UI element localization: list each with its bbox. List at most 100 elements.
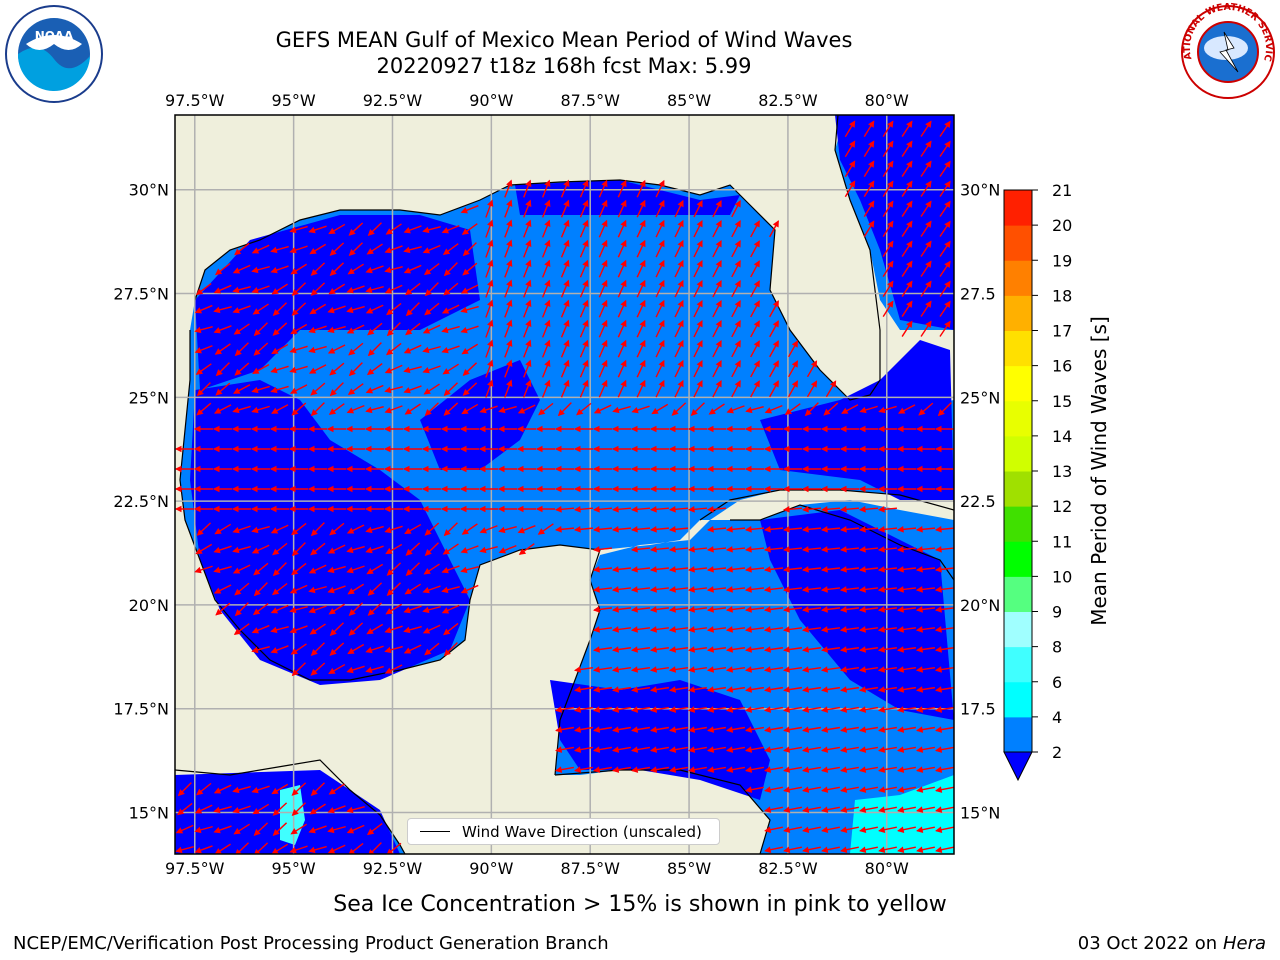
wave-arrow-head <box>620 179 627 188</box>
wave-arrow-head <box>669 766 677 773</box>
credit-line: NCEP/EMC/Verification Post Processing Pr… <box>13 933 609 954</box>
wave-arrow-head <box>715 259 722 268</box>
wave-arrow-head <box>935 686 943 693</box>
wave-arrow-head <box>328 288 336 295</box>
wave-arrow-head <box>906 240 913 248</box>
wave-arrow-head <box>859 406 867 414</box>
wave-arrow-head <box>763 586 771 593</box>
wave-arrow-head <box>649 485 657 493</box>
wave-arrow-head <box>327 807 335 814</box>
wave-arrow-head <box>364 445 372 453</box>
wave-arrow-head <box>271 787 279 795</box>
colorbar-tick-label: 10 <box>1052 567 1072 586</box>
wave-arrow-head <box>639 179 646 188</box>
wave-arrow-head <box>290 327 298 335</box>
wave-arrow-head <box>668 566 676 573</box>
wave-arrow-head <box>367 328 375 336</box>
wave-arrow-head <box>368 849 375 854</box>
wave-arrow-head <box>251 786 259 794</box>
wave-arrow-head <box>563 279 570 288</box>
wave-arrow-head <box>506 279 513 287</box>
wave-arrow-head <box>715 339 722 348</box>
wave-arrow-head <box>744 465 752 473</box>
wave-arrow-head <box>563 259 570 268</box>
wave-arrow-head <box>688 726 696 733</box>
wave-arrow-head <box>820 606 828 613</box>
wave-arrow-head <box>791 380 798 388</box>
wave-arrow-head <box>250 425 258 433</box>
wave-arrow-head <box>573 445 581 453</box>
wave-arrow-head <box>715 319 722 328</box>
colorbar-segment <box>1004 400 1032 437</box>
wave-arrow-head <box>878 846 886 853</box>
wave-arrow-head <box>934 626 942 633</box>
wave-arrow-head <box>696 339 703 348</box>
wave-arrow-head <box>252 367 260 374</box>
wave-arrow-head <box>706 606 714 613</box>
wave-arrow-head <box>270 647 278 654</box>
wave-arrow-head <box>270 386 278 394</box>
wave-arrow-head <box>478 485 486 493</box>
wave-arrow-head <box>658 239 665 248</box>
wave-arrow-head <box>442 548 450 555</box>
wave-arrow-head <box>554 526 562 533</box>
wave-arrow-head <box>745 746 753 753</box>
wave-arrow-head <box>213 566 221 574</box>
wave-arrow-head <box>734 320 741 328</box>
wave-arrow-head <box>251 406 259 414</box>
wave-arrow-head <box>706 506 714 513</box>
wave-arrow-head <box>213 327 221 334</box>
wave-arrow-head <box>364 465 372 473</box>
wave-arrow-head <box>782 646 790 653</box>
wave-arrow-head <box>916 726 924 733</box>
wave-arrow-head <box>934 485 942 493</box>
wave-arrow-head <box>555 706 563 713</box>
wave-arrow-head <box>848 120 856 128</box>
wave-arrow-head <box>658 299 665 308</box>
wave-arrow-head <box>839 485 847 493</box>
wave-arrow-head <box>706 526 714 533</box>
wave-arrow-head <box>897 686 905 693</box>
wave-arrow-head <box>384 367 393 374</box>
wave-arrow-head <box>925 120 932 128</box>
wave-arrow-head <box>839 646 847 653</box>
wave-arrow-head <box>563 199 570 208</box>
wave-arrow-head <box>422 606 430 614</box>
wave-arrow-head <box>555 746 563 753</box>
wave-arrow-head <box>810 380 818 388</box>
wave-arrow-head <box>868 220 875 228</box>
wave-arrow-head <box>734 240 741 248</box>
host-name: Hera <box>1222 933 1266 954</box>
wave-arrow-head <box>525 379 532 387</box>
wave-arrow-head <box>582 239 589 248</box>
wave-arrow-head <box>687 566 695 573</box>
wave-arrow-head <box>734 260 741 268</box>
wave-arrow-head <box>944 140 951 148</box>
wave-arrow-head <box>706 445 714 453</box>
wave-arrow-head <box>346 407 355 414</box>
wave-arrow-head <box>839 465 847 473</box>
wave-arrow-head <box>345 485 353 493</box>
wave-arrow-head <box>840 766 848 773</box>
wave-arrow-head <box>574 686 582 693</box>
wave-arrow-head <box>383 445 391 453</box>
wave-arrow-head <box>763 445 771 453</box>
wave-arrow-head <box>462 388 470 396</box>
wave-arrow-head <box>649 586 657 593</box>
wave-arrow-head <box>821 686 829 693</box>
wave-arrow-head <box>269 465 277 473</box>
wave-arrow-head <box>232 526 240 534</box>
wave-arrow-head <box>592 666 601 673</box>
wave-arrow-head <box>668 485 676 493</box>
wave-arrow-head <box>668 465 676 473</box>
wave-arrow-head <box>441 326 449 334</box>
wave-arrow-head <box>270 246 278 254</box>
wave-arrow-head <box>270 366 278 374</box>
wave-arrow-head <box>563 219 570 228</box>
wave-arrow-head <box>252 807 260 815</box>
wave-arrow-head <box>650 746 658 753</box>
wave-arrow-head <box>763 425 771 433</box>
wave-arrow-head <box>925 220 932 228</box>
nws-logo-icon: NATIONAL WEATHER SERVICE <box>1178 2 1275 99</box>
wave-arrow-head <box>272 808 280 816</box>
